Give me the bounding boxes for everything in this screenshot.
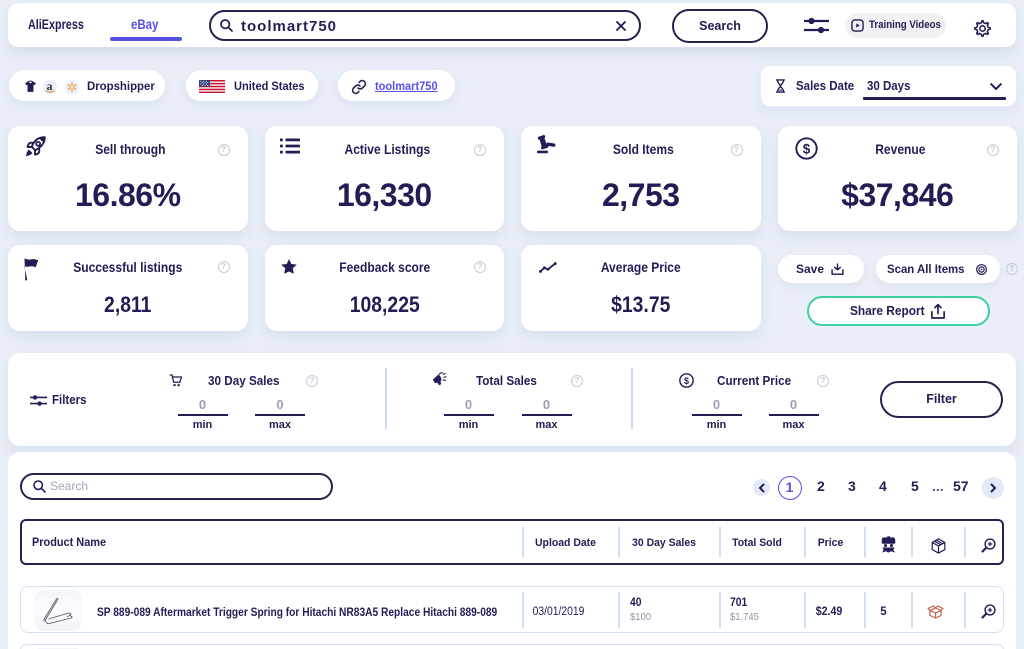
svg-text:$: $	[684, 376, 689, 386]
svg-text:$: $	[802, 142, 810, 157]
